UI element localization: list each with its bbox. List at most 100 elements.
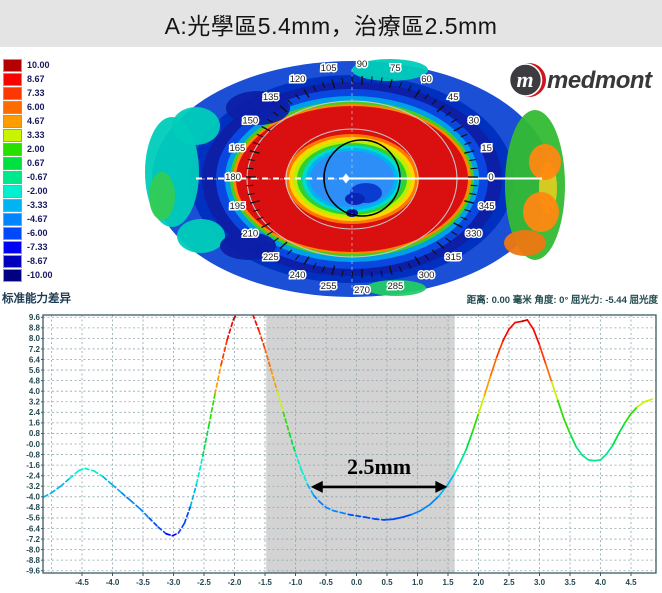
map-patch	[366, 280, 426, 296]
curve-segment	[605, 444, 614, 455]
profile-curve	[43, 315, 654, 537]
degree-tick	[370, 76, 373, 83]
color-scale-value: -7.33	[27, 242, 48, 252]
degree-tick	[266, 118, 273, 123]
map-patch	[352, 59, 428, 81]
curve-segment	[465, 431, 474, 451]
title-bar: A:光學區5.4mm，治療區2.5mm	[0, 0, 662, 47]
color-scale-row: 0.67	[3, 156, 53, 170]
curve-segment	[148, 517, 160, 529]
curve-segment	[276, 390, 285, 414]
curve-segment	[139, 507, 150, 519]
corneal-topography-map[interactable]: 0 15 30 45 60 75 90 105 120 135 150 165 180 195 210 225…	[0, 47, 662, 310]
degree-tick	[388, 265, 393, 275]
degree-label: 300	[419, 270, 435, 281]
curve-segment	[477, 394, 486, 415]
color-scale-value: 4.67	[27, 116, 45, 126]
y-tick-label: -5.6	[26, 514, 40, 523]
y-tick-label: 4.8	[29, 376, 41, 385]
x-tick-label: 0.5	[381, 578, 393, 587]
degree-tick	[312, 262, 317, 269]
color-scale-value: 3.33	[27, 130, 45, 140]
color-scale-value: -3.33	[27, 200, 48, 210]
curve-segment	[526, 319, 535, 331]
degree-tick	[380, 77, 383, 84]
y-tick-label: -0.0	[26, 440, 40, 449]
color-swatch	[3, 100, 22, 114]
color-scale-row: -10.00	[3, 268, 53, 282]
curve-segment	[252, 315, 254, 316]
degree-tick	[436, 241, 445, 249]
curve-segment	[93, 470, 105, 478]
color-scale-legend: 10.00 8.67 7.33 6.00 4.67 3.33 2.00 0.67 -0.67 -2…	[3, 58, 53, 282]
y-tick-label: 9.6	[29, 313, 41, 322]
color-swatch	[3, 240, 22, 254]
y-tick-label: -2.4	[26, 471, 40, 480]
degree-tick	[321, 266, 326, 273]
x-tick-label: -1.0	[289, 578, 303, 587]
x-tick-label: 2.5	[503, 578, 515, 587]
color-swatch	[3, 198, 22, 212]
degree-tick	[414, 256, 421, 265]
color-scale-row: -0.67	[3, 170, 53, 184]
scale-caption: 标准能力差异	[2, 293, 71, 305]
degree-tick	[256, 216, 264, 221]
color-scale-row: -8.67	[3, 254, 53, 268]
curve-segment	[201, 424, 210, 457]
degree-tick	[464, 208, 472, 213]
degree-tick	[453, 222, 463, 229]
curve-segment	[401, 513, 413, 519]
color-swatch	[3, 212, 22, 226]
color-scale-row: -4.67	[3, 212, 53, 226]
degree-label: 285	[387, 281, 403, 292]
color-scale-row: -2.00	[3, 184, 53, 198]
curve-segment	[428, 495, 440, 506]
curve-segment	[364, 516, 376, 520]
curve-segment	[111, 484, 123, 494]
curve-segment	[508, 321, 516, 331]
degree-tick	[279, 241, 288, 249]
map-patch	[220, 232, 276, 260]
color-scale-row: -7.33	[3, 240, 53, 254]
degree-tick	[464, 141, 472, 146]
degree-tick	[246, 167, 254, 170]
x-tick-label: 4.0	[595, 578, 607, 587]
degree-label: 45	[448, 92, 459, 103]
color-scale-value: 6.00	[27, 102, 45, 112]
power-profile-chart[interactable]: 2.5mm9.68.88.07.26.45.64.84.03.22.41.60.…	[0, 310, 662, 593]
map-patch	[529, 144, 561, 180]
color-scale-value: -4.67	[27, 214, 48, 224]
degree-tick	[351, 271, 354, 278]
degree-tick	[469, 158, 477, 162]
x-tick-label: -4.0	[106, 578, 120, 587]
map-status-readout: 距离: 0.00 毫米 角度: 0° 屈光力: -5.44 屈光度	[466, 295, 658, 306]
degree-tick	[388, 79, 393, 89]
curve-segment	[459, 448, 468, 464]
degree-label: 150	[242, 116, 258, 127]
degree-label: 165	[229, 143, 245, 154]
curve-segment	[183, 505, 192, 525]
grid	[43, 315, 656, 573]
x-tick-label: -4.5	[75, 578, 89, 587]
color-scale-value: 7.33	[27, 88, 45, 98]
curve-segment	[68, 469, 80, 480]
degree-label: 75	[390, 63, 401, 74]
x-tick-label: 3.0	[534, 578, 546, 587]
degree-tick	[266, 231, 273, 236]
curve-segment	[319, 501, 327, 509]
color-swatch	[3, 58, 22, 72]
curve-segment	[447, 473, 455, 486]
curve-segment	[157, 526, 168, 535]
degree-label: 120	[290, 74, 306, 85]
degree-label: 270	[354, 285, 370, 296]
curve-segment	[59, 477, 71, 488]
curve-segment	[282, 411, 291, 435]
degree-tick	[431, 99, 437, 105]
curve-segment	[471, 412, 480, 433]
color-scale-row: 10.00	[3, 58, 53, 72]
degree-label: 315	[445, 252, 461, 263]
curve-segment	[120, 491, 132, 502]
y-tick-label: -3.2	[26, 482, 40, 491]
degree-tick	[279, 105, 288, 113]
color-scale-value: 8.67	[27, 74, 45, 84]
